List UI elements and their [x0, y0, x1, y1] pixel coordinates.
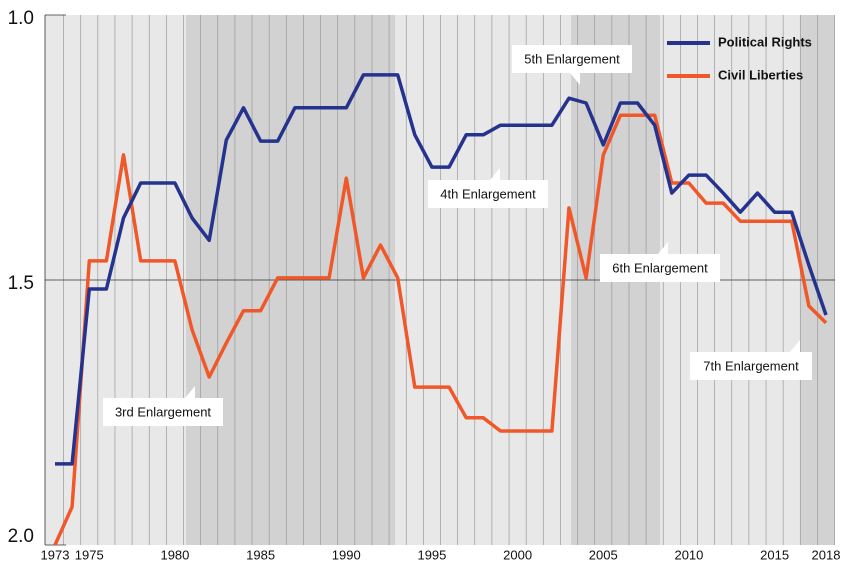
x-tick-label: 1985: [246, 547, 275, 562]
series-line: [53, 113, 828, 546]
x-tick-label: 2005: [589, 547, 618, 562]
annotation-box: [600, 254, 720, 282]
annotation: 7th Enlargement: [703, 358, 799, 373]
x-tick-label: 1980: [160, 547, 189, 562]
annotation: 5th Enlargement: [524, 51, 620, 66]
x-tick-label: 2018: [812, 547, 841, 562]
annotation-pointer: [490, 168, 500, 180]
annotation-box: [690, 352, 812, 380]
annotation-box: [103, 398, 223, 426]
x-tick-label: 1990: [332, 547, 361, 562]
y-tick-label: 1.5: [8, 273, 34, 294]
y-tick-label: 1.0: [8, 8, 34, 29]
legend-label: Civil Liberties: [718, 67, 803, 82]
x-tick-label: 1973: [41, 547, 70, 562]
annotation-box: [428, 180, 548, 208]
annotation-pointer: [185, 386, 195, 398]
annotation-pointer: [658, 242, 668, 254]
legend-label: Political Rights: [718, 34, 812, 49]
x-tick-label: 2000: [503, 547, 532, 562]
x-tick-label: 2015: [760, 547, 789, 562]
series-line: [55, 73, 828, 466]
annotation: 3rd Enlargement: [115, 404, 211, 419]
annotation-box: [512, 45, 632, 73]
annotation: 4th Enlargement: [440, 186, 536, 201]
annotation-pointer: [790, 340, 800, 352]
x-tick-label: 1975: [75, 547, 104, 562]
x-tick-label: 2010: [674, 547, 703, 562]
annotation-pointer: [570, 73, 580, 85]
x-tick-label: 1995: [417, 547, 446, 562]
y-tick-label: 2.0: [8, 526, 34, 547]
annotation: 6th Enlargement: [612, 260, 708, 275]
